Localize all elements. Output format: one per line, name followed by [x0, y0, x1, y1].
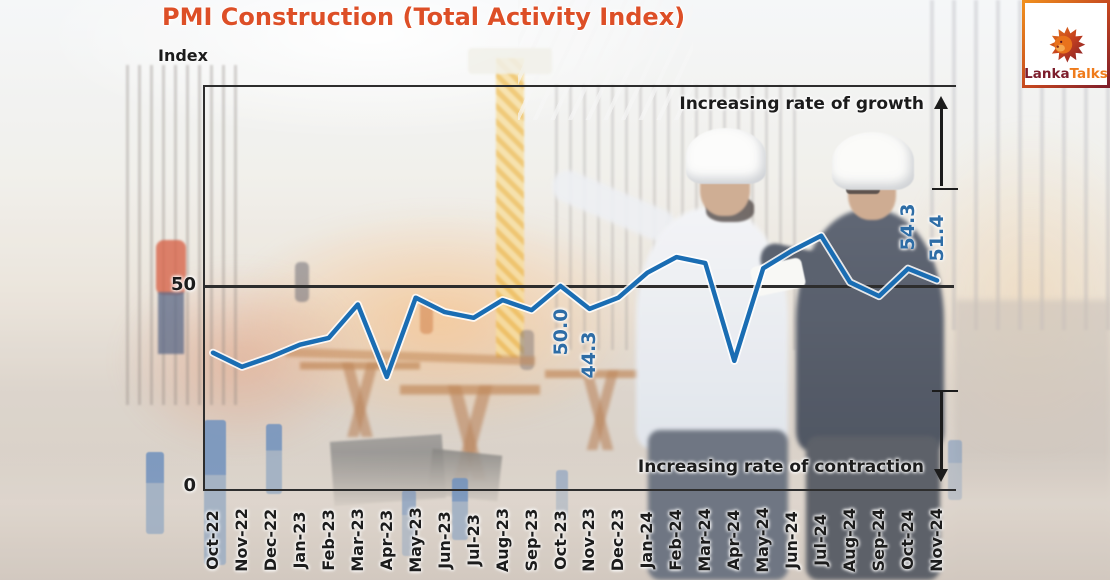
y-axis-label: 0: [183, 475, 196, 496]
plot-area: [203, 85, 956, 491]
data-point-label: 51.4: [926, 214, 948, 262]
logo-text: LankaTalks: [1024, 65, 1108, 82]
x-axis-label: Oct-22: [203, 510, 222, 570]
x-axis-label: Feb-23: [318, 509, 338, 571]
logo-text-talks: Talks: [1069, 65, 1108, 82]
x-axis-label: Dec-22: [260, 508, 280, 572]
building-right: [955, 300, 1110, 580]
x-axis-label: Nov-22: [231, 508, 251, 572]
data-point-label: 54.3: [897, 203, 920, 251]
y-axis-label: 50: [170, 274, 196, 295]
contraction-annotation: Increasing rate of contraction: [637, 457, 924, 477]
down-arrow-icon: [932, 390, 958, 482]
reference-line-50: [203, 285, 954, 288]
x-axis-label: Sep-23: [521, 508, 541, 572]
x-axis-label: Feb-24: [666, 509, 686, 571]
x-axis-label: Sep-24: [869, 508, 889, 572]
x-axis-label: Nov-24: [927, 508, 946, 572]
x-axis-label: Aug-23: [492, 507, 512, 573]
y-axis: 50 0: [152, 0, 196, 580]
logo-text-lanka: Lanka: [1024, 65, 1070, 82]
x-axis-label: Apr-24: [724, 509, 744, 571]
crane-cab: [468, 48, 552, 74]
x-axis-label: May-23: [405, 507, 425, 573]
y-axis-unit-label: Index: [158, 46, 208, 65]
x-axis-label: Jul-24: [811, 514, 831, 566]
x-axis-label: Jan-23: [289, 511, 309, 569]
x-axis-label: Apr-23: [376, 509, 396, 571]
logo-panel: LankaTalks: [1024, 3, 1108, 85]
x-axis-label: Mar-24: [695, 508, 715, 572]
data-point-label: 50.0: [549, 308, 572, 356]
up-arrow-icon: [932, 96, 958, 190]
chart-title: PMI Construction (Total Activity Index): [162, 3, 686, 31]
x-axis-label: Jun-23: [434, 511, 454, 569]
x-axis-label: Jun-24: [782, 511, 802, 569]
lankatalks-logo: LankaTalks: [1022, 0, 1110, 88]
lion-icon: [1049, 26, 1086, 62]
x-axis-label: May-24: [753, 507, 773, 573]
x-axis-label: Mar-23: [347, 508, 367, 572]
x-axis-label: Jan-24: [637, 511, 657, 569]
x-axis-label: Aug-24: [840, 507, 860, 573]
data-point-label: 44.3: [578, 331, 601, 379]
x-axis-label: Dec-23: [608, 508, 628, 572]
x-axis-label: Oct-23: [550, 510, 570, 570]
x-axis-label: Jul-23: [463, 514, 483, 566]
growth-annotation: Increasing rate of growth: [679, 94, 924, 114]
x-axis-label: Nov-23: [579, 508, 599, 572]
x-axis-label: Oct-24: [898, 510, 918, 570]
